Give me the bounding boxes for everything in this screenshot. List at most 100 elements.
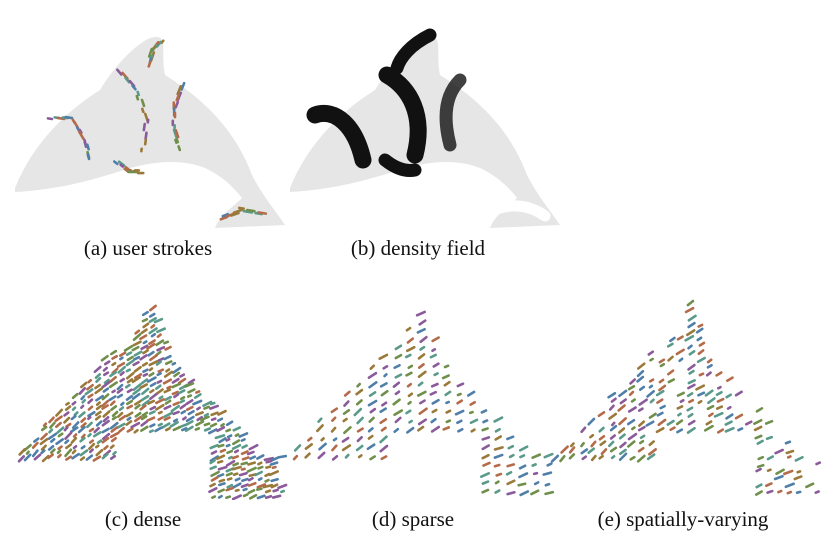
word-glyph [48,416,55,424]
word-glyph [457,427,464,433]
word-glyph [356,435,363,443]
word-glyph [704,389,714,397]
word-glyph [80,417,87,423]
word-glyph [626,418,636,426]
word-glyph [608,412,618,420]
word-glyph [379,435,388,444]
word-glyph [156,379,163,384]
word-glyph [246,466,257,473]
word-glyph [519,490,530,497]
word-glyph [686,329,696,337]
word-glyph [187,378,196,385]
word-glyph [55,421,62,429]
word-glyph [116,393,124,399]
word-glyph [659,362,666,368]
word-glyph [241,456,250,461]
word-glyph [417,418,428,426]
word-glyph [134,411,142,418]
word-glyph [684,306,695,314]
word-glyph [726,376,734,383]
word-glyph [429,353,437,359]
word-glyph [225,460,236,467]
word-glyph [132,340,142,347]
word-glyph [131,84,137,91]
word-glyph [379,407,387,414]
word-glyph [785,449,795,455]
word-glyph [698,341,706,347]
word-glyph [142,322,150,329]
word-glyph [148,410,156,415]
word-glyph [134,403,141,410]
word-glyph [262,483,274,489]
word-glyph [430,382,439,388]
word-glyph [73,411,79,417]
word-glyph [166,385,172,390]
word-glyph [355,444,364,452]
word-glyph [216,417,224,422]
word-glyph [126,355,134,362]
word-glyph [480,409,488,414]
word-glyph [71,449,77,455]
word-glyph [95,376,102,383]
word-glyph [148,304,158,312]
word-glyph [257,211,268,215]
word-glyph [232,472,239,477]
word-glyph [181,416,187,421]
dolphin-silhouette-b [290,28,560,229]
word-glyph [618,452,628,462]
word-glyph [456,382,465,388]
word-glyph [81,398,87,404]
word-glyph [394,344,403,351]
word-glyph [63,416,71,424]
word-glyph [756,463,765,469]
word-glyph [203,405,211,410]
word-glyph [494,480,500,485]
word-glyph [144,131,148,141]
word-glyph [110,436,117,443]
word-glyph [378,353,389,360]
word-glyph [80,404,85,409]
word-glyph [417,425,425,432]
word-glyph [203,427,212,432]
word-glyph [658,358,666,364]
word-glyph [83,140,88,149]
word-glyph [154,426,163,433]
word-glyph [667,378,676,384]
word-glyph [140,147,143,153]
word-glyph [734,413,744,420]
word-glyph [194,427,201,431]
word-glyph [519,454,526,459]
word-glyph [587,417,596,426]
word-glyph [637,407,644,412]
word-glyph [581,455,588,461]
word-glyph [164,345,172,351]
word-glyph [494,489,501,494]
word-glyph [369,364,376,371]
word-glyph [108,395,117,402]
word-glyph [724,426,735,433]
word-glyph [132,388,141,396]
word-glyph [773,474,784,481]
dolphin-wordart-varying [550,299,822,496]
word-glyph [232,426,242,432]
caption-e: (e) spatially-varying [597,507,769,531]
word-glyph [240,483,250,489]
word-glyph [766,455,775,461]
word-glyph [636,454,646,463]
word-glyph [468,410,474,415]
word-glyph [186,394,193,398]
word-glyph [219,448,227,453]
word-glyph [648,378,655,383]
word-glyph [174,138,178,144]
word-glyph [686,299,695,307]
word-glyph [133,350,143,357]
word-glyph [179,403,187,410]
word-glyph [678,357,684,363]
word-glyph [57,453,62,459]
word-glyph [171,119,175,127]
word-glyph [814,490,820,494]
word-glyph [31,441,39,449]
word-glyph [156,372,162,377]
word-glyph [142,372,149,377]
word-glyph [174,100,180,109]
